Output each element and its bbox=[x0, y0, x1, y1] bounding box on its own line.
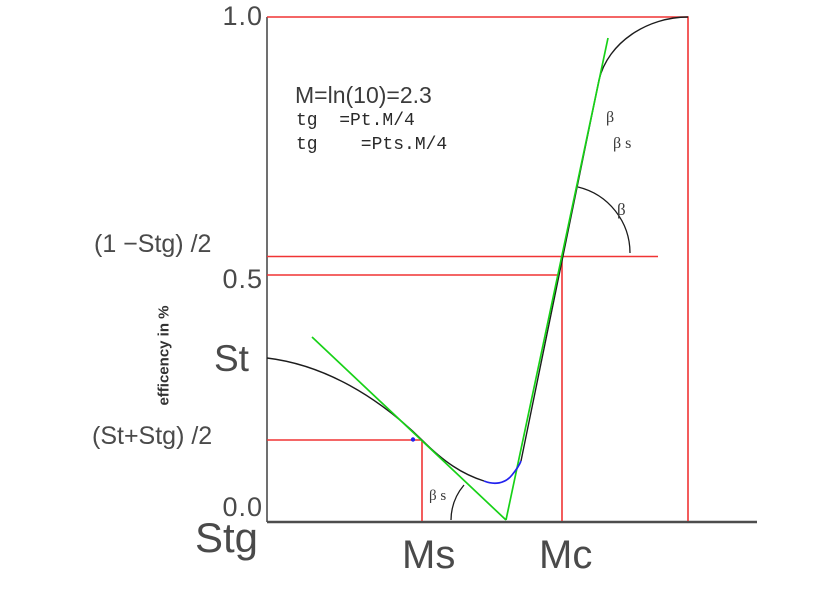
tangent-line-mc bbox=[505, 37, 609, 521]
beta-label-top: β bbox=[606, 109, 615, 126]
angle-arc-beta bbox=[577, 186, 631, 254]
x-label-ms: Ms bbox=[402, 533, 456, 577]
tangent-line-ms bbox=[311, 336, 507, 521]
x-label-stg: Stg bbox=[195, 514, 259, 561]
level-label-st-plus-stg-half: (St+Stg) /2 bbox=[92, 422, 213, 450]
angle-arc-beta-s bbox=[450, 484, 465, 521]
level-label-one-minus-stg-half: (1 −Stg) /2 bbox=[94, 230, 212, 258]
efficiency-curve-rising bbox=[520, 16, 689, 462]
y-tick-0.0: 0.0 bbox=[222, 492, 263, 522]
level-label-st: St bbox=[214, 338, 249, 379]
beta-s-label-bottom: β s bbox=[429, 488, 447, 504]
beta-s-label-top: β s bbox=[613, 135, 632, 152]
x-label-mc: Mc bbox=[539, 533, 593, 577]
y-axis-title: efficency in % bbox=[155, 305, 173, 406]
y-tick-0.5: 0.5 bbox=[222, 264, 263, 294]
beta-label-mid: β bbox=[617, 200, 626, 219]
valley-segment-blue bbox=[483, 460, 522, 485]
annotation-m-equation: M=ln(10)=2.3 bbox=[295, 82, 432, 108]
efficiency-curve-descending bbox=[266, 357, 485, 482]
annotation-tg-beta-s: tg =Pts.M/4 bbox=[296, 135, 448, 155]
tangent-point-dot bbox=[410, 437, 416, 442]
y-tick-1.0: 1.0 bbox=[222, 1, 263, 31]
annotation-tg-beta: tg =Pt.M/4 bbox=[296, 111, 415, 131]
